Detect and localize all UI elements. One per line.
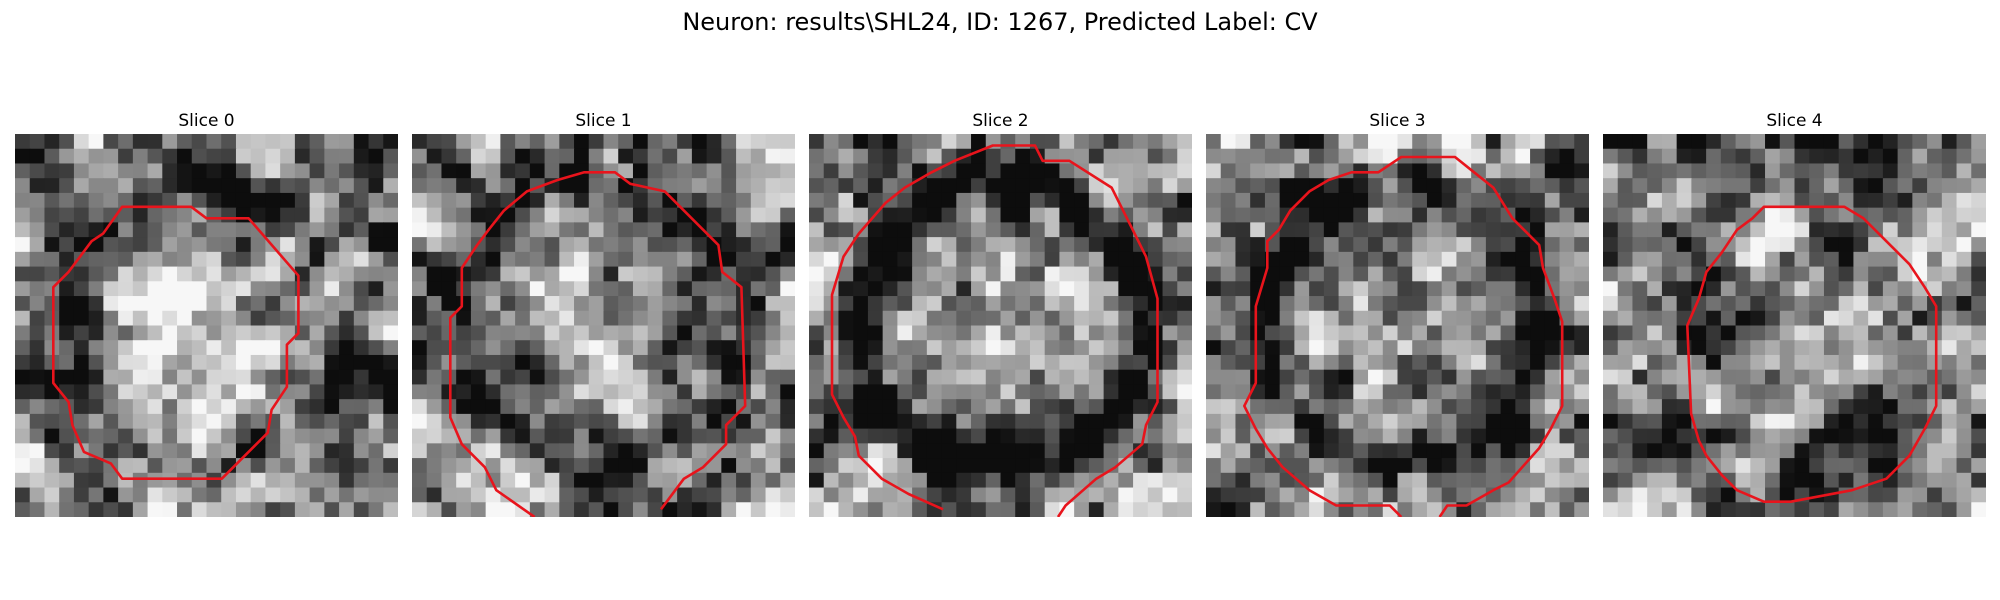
slice-panel: Slice 4 <box>1603 108 1986 517</box>
slice-image <box>412 134 795 517</box>
slice-image <box>1603 134 1986 517</box>
slice-panel: Slice 0 <box>15 108 398 517</box>
cell-contour <box>1242 155 1564 517</box>
cell-contour <box>448 170 747 517</box>
slice-image <box>15 134 398 517</box>
slice-image <box>809 134 1192 517</box>
slice-image <box>1206 134 1589 517</box>
cell-contour <box>1686 205 1938 504</box>
pixel-grid <box>412 134 795 517</box>
slice-title: Slice 4 <box>1766 111 1823 131</box>
pixel-grid <box>1206 134 1589 517</box>
cell-contour <box>51 205 300 481</box>
slice-title: Slice 0 <box>178 111 235 131</box>
slice-panel: Slice 2 <box>809 108 1192 517</box>
pixel-grid <box>1603 134 1986 517</box>
slice-title: Slice 2 <box>972 111 1029 131</box>
pixel-grid <box>809 134 1192 517</box>
slice-panel: Slice 3 <box>1206 108 1589 517</box>
slice-panel: Slice 1 <box>412 108 795 517</box>
cell-contour <box>830 144 1159 517</box>
slice-title: Slice 3 <box>1369 111 1426 131</box>
figure-title: Neuron: results\SHL24, ID: 1267, Predict… <box>682 8 1318 36</box>
slice-title: Slice 1 <box>575 111 632 131</box>
pixel-grid <box>15 134 398 517</box>
